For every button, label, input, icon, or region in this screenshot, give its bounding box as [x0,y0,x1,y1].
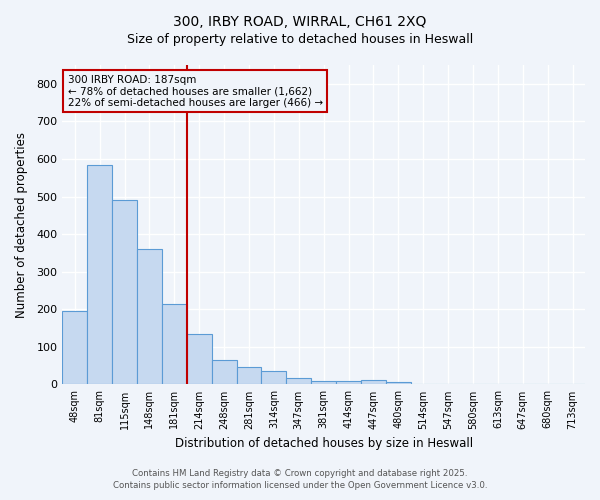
Bar [386,382,411,384]
Bar [286,378,311,384]
Bar [361,380,386,384]
Bar [336,380,361,384]
Y-axis label: Number of detached properties: Number of detached properties [15,132,28,318]
Bar [262,372,286,384]
Bar [311,380,336,384]
Bar [212,360,236,384]
Bar [87,164,112,384]
Text: Size of property relative to detached houses in Heswall: Size of property relative to detached ho… [127,32,473,46]
X-axis label: Distribution of detached houses by size in Heswall: Distribution of detached houses by size … [175,437,473,450]
Bar [187,334,212,384]
Bar [137,249,162,384]
Bar [112,200,137,384]
Text: 300 IRBY ROAD: 187sqm
← 78% of detached houses are smaller (1,662)
22% of semi-d: 300 IRBY ROAD: 187sqm ← 78% of detached … [68,74,323,108]
Text: Contains HM Land Registry data © Crown copyright and database right 2025.
Contai: Contains HM Land Registry data © Crown c… [113,468,487,490]
Bar [62,311,87,384]
Bar [162,304,187,384]
Text: 300, IRBY ROAD, WIRRAL, CH61 2XQ: 300, IRBY ROAD, WIRRAL, CH61 2XQ [173,15,427,29]
Bar [236,367,262,384]
